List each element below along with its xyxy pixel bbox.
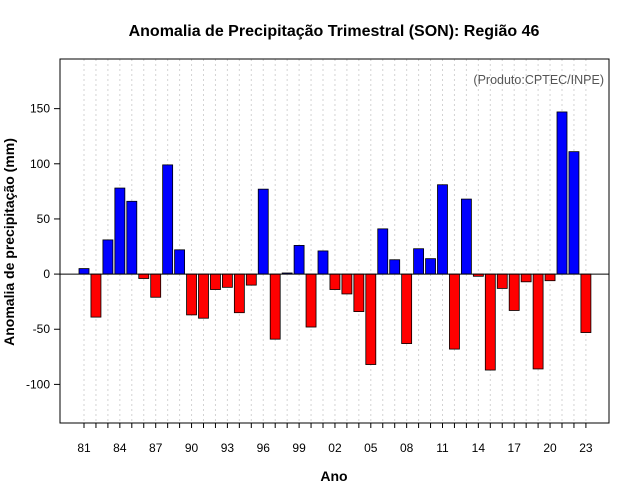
bar-1991 bbox=[198, 273, 209, 319]
x-tick-label: 84 bbox=[113, 441, 127, 455]
y-axis: -100 -50 0 50 100 150 bbox=[26, 102, 60, 391]
y-tick-label: 0 bbox=[43, 267, 50, 281]
x-tick-label: 08 bbox=[400, 441, 414, 455]
bar-2022 bbox=[568, 151, 580, 275]
bar-1982 bbox=[90, 273, 102, 318]
y-tick-label: -50 bbox=[33, 322, 51, 336]
bar-2021 bbox=[556, 111, 568, 275]
bar-1992 bbox=[210, 273, 221, 290]
bar-1999 bbox=[293, 245, 305, 275]
bar-2003 bbox=[341, 273, 353, 295]
bar-2002 bbox=[329, 273, 341, 290]
bar-1988 bbox=[162, 164, 174, 275]
bar-2010 bbox=[425, 258, 436, 275]
bar-2011 bbox=[437, 184, 448, 275]
x-tick-label: 93 bbox=[221, 441, 235, 455]
x-tick-label: 81 bbox=[77, 441, 91, 455]
bar-2018 bbox=[520, 273, 532, 283]
bar-2001 bbox=[317, 250, 329, 275]
x-tick-label: 23 bbox=[579, 441, 593, 455]
bar-1986 bbox=[138, 273, 150, 279]
grid-layer bbox=[83, 59, 587, 423]
x-tick-label: 20 bbox=[543, 441, 557, 455]
bar-1987 bbox=[150, 273, 162, 298]
bar-2009 bbox=[413, 248, 425, 275]
bar-1996 bbox=[257, 188, 269, 275]
bar-2000 bbox=[305, 273, 317, 328]
bar-1990 bbox=[186, 273, 197, 316]
x-tick-label: 02 bbox=[328, 441, 342, 455]
bar-2007 bbox=[389, 259, 401, 275]
x-axis-label: Ano bbox=[320, 468, 347, 484]
chart-title: Anomalia de Precipitação Trimestral (SON… bbox=[129, 23, 540, 40]
x-tick-label: 17 bbox=[508, 441, 522, 455]
bar-2023 bbox=[580, 273, 592, 333]
bar-2006 bbox=[377, 228, 389, 275]
x-axis: 81 84 87 90 93 96 99 02 05 08 11 14 17 20 23 bbox=[77, 423, 593, 455]
bar-1984 bbox=[114, 187, 126, 275]
y-tick-label: 150 bbox=[30, 102, 50, 116]
bar-1985 bbox=[126, 200, 138, 275]
y-axis-label: Anomalia de precipitação (mm) bbox=[1, 138, 17, 346]
bar-2004 bbox=[353, 273, 365, 312]
x-tick-label: 05 bbox=[364, 441, 378, 455]
bar-1983 bbox=[102, 239, 114, 275]
bar-2015 bbox=[484, 273, 496, 371]
bar-2019 bbox=[532, 273, 544, 370]
bar-2017 bbox=[508, 273, 520, 311]
bars-layer bbox=[78, 111, 592, 371]
bar-1994 bbox=[233, 273, 245, 314]
x-tick-label: 11 bbox=[436, 441, 449, 455]
bar-1997 bbox=[269, 273, 281, 340]
bar-1993 bbox=[221, 273, 233, 288]
bar-2005 bbox=[365, 273, 377, 365]
x-tick-label: 14 bbox=[472, 441, 486, 455]
x-tick-label: 90 bbox=[185, 441, 199, 455]
bar-1981 bbox=[78, 268, 90, 275]
bar-1995 bbox=[245, 273, 257, 286]
y-tick-label: 100 bbox=[30, 157, 50, 171]
credit-annotation: (Produto:CPTEC/INPE) bbox=[473, 73, 604, 87]
x-tick-label: 96 bbox=[257, 441, 271, 455]
y-tick-label: 50 bbox=[37, 212, 51, 226]
bar-2012 bbox=[449, 273, 460, 350]
x-tick-label: 99 bbox=[292, 441, 306, 455]
bar-1989 bbox=[174, 249, 186, 275]
bar-2016 bbox=[496, 273, 508, 289]
x-tick-label: 87 bbox=[149, 441, 163, 455]
y-tick-label: -100 bbox=[26, 377, 50, 391]
bar-2020 bbox=[544, 273, 556, 282]
bar-2008 bbox=[401, 273, 413, 344]
bar-2013 bbox=[460, 198, 472, 275]
